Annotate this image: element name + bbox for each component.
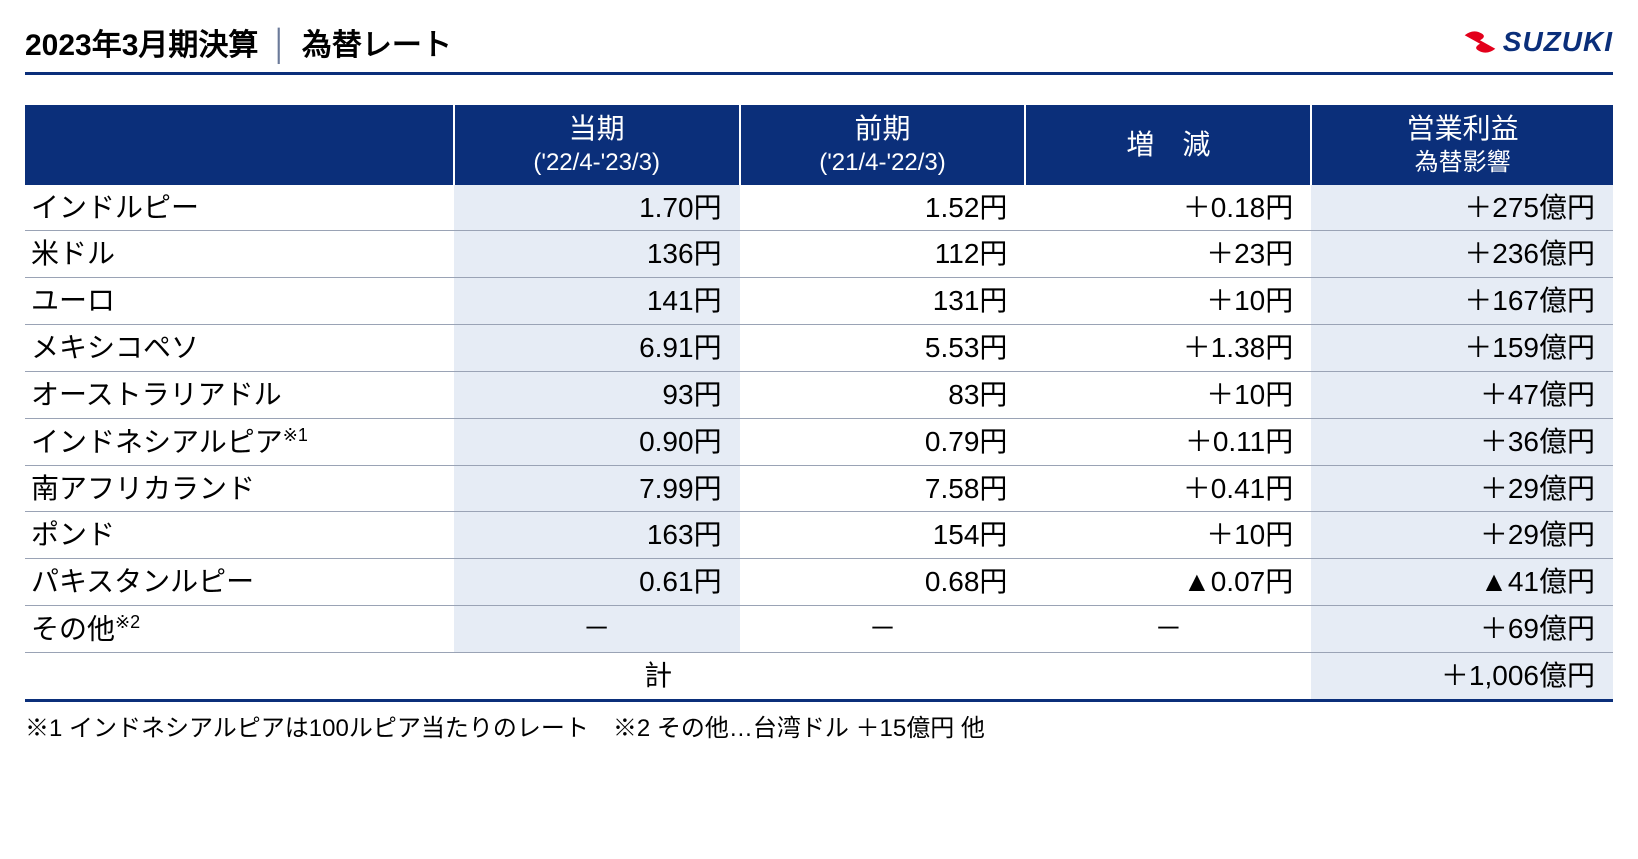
cell-currency-name: インドルピー <box>25 185 454 231</box>
table-row: パキスタンルピー0.61円0.68円▲0.07円▲41億円 <box>25 559 1613 606</box>
cell-value: ＋0.18円 <box>1025 185 1311 231</box>
cell-currency-name: ポンド <box>25 512 454 559</box>
cell-value: 0.68円 <box>740 559 1026 606</box>
footnote: ※1 インドネシアルピアは100ルピア当たりのレート ※2 その他…台湾ドル ＋… <box>25 708 1613 743</box>
cell-value: ＋29億円 <box>1311 512 1613 559</box>
cell-value: 136円 <box>454 231 740 278</box>
brand-logo: SUZUKI <box>1463 26 1613 58</box>
cell-value: 0.90円 <box>454 418 740 465</box>
cell-value: ＋23円 <box>1025 231 1311 278</box>
table-row: インドネシアルピア※10.90円0.79円＋0.11円＋36億円 <box>25 418 1613 465</box>
cell-currency-name: メキシコペソ <box>25 324 454 371</box>
table-row: 米ドル136円112円＋23円＋236億円 <box>25 231 1613 278</box>
col-header-diff: 増 減 <box>1025 105 1311 185</box>
cell-total-label: 計 <box>25 653 1311 701</box>
col-header-previous: 前期 ('21/4-'22/3) <box>740 105 1026 185</box>
col-header-previous-main: 前期 <box>854 113 910 144</box>
cell-value: － <box>454 606 740 653</box>
cell-currency-name: ユーロ <box>25 278 454 325</box>
cell-value: 154円 <box>740 512 1026 559</box>
cell-value: ＋29億円 <box>1311 465 1613 512</box>
cell-total-impact: ＋1,006億円 <box>1311 653 1613 701</box>
cell-value: 5.53円 <box>740 324 1026 371</box>
cell-value: 7.58円 <box>740 465 1026 512</box>
cell-currency-name: 米ドル <box>25 231 454 278</box>
table-row: ポンド163円154円＋10円＋29億円 <box>25 512 1613 559</box>
cell-value: ＋0.11円 <box>1025 418 1311 465</box>
cell-value: 163円 <box>454 512 740 559</box>
cell-value: 0.61円 <box>454 559 740 606</box>
cell-value: 131円 <box>740 278 1026 325</box>
cell-value: － <box>740 606 1026 653</box>
table-total-row: 計＋1,006億円 <box>25 653 1613 701</box>
table-row: 南アフリカランド7.99円7.58円＋0.41円＋29億円 <box>25 465 1613 512</box>
col-header-impact-l1: 営業利益 <box>1407 113 1519 144</box>
cell-value: ＋10円 <box>1025 278 1311 325</box>
cell-value: ＋69億円 <box>1311 606 1613 653</box>
cell-value: ＋0.41円 <box>1025 465 1311 512</box>
cell-currency-name: 南アフリカランド <box>25 465 454 512</box>
col-header-diff-label: 増 減 <box>1126 129 1210 160</box>
cell-currency-name: その他※2 <box>25 606 454 653</box>
cell-value: ▲0.07円 <box>1025 559 1311 606</box>
cell-value: ＋167億円 <box>1311 278 1613 325</box>
cell-value: ＋275億円 <box>1311 185 1613 231</box>
title-separator: │ <box>271 29 290 62</box>
cell-value: ＋1.38円 <box>1025 324 1311 371</box>
col-header-current-sub: ('22/4-'23/3) <box>465 147 729 178</box>
cell-value: ▲41億円 <box>1311 559 1613 606</box>
brand-name: SUZUKI <box>1503 26 1613 58</box>
col-header-impact-l2: 為替影響 <box>1322 147 1603 178</box>
title-left: 2023年3月期決算 <box>25 29 258 62</box>
cell-currency-name: パキスタンルピー <box>25 559 454 606</box>
cell-value: 0.79円 <box>740 418 1026 465</box>
page-header: 2023年3月期決算 │ 為替レート SUZUKI <box>25 20 1613 75</box>
title-right: 為替レート <box>302 29 452 62</box>
cell-value: 83円 <box>740 371 1026 418</box>
cell-currency-name: オーストラリアドル <box>25 371 454 418</box>
cell-value: ＋159億円 <box>1311 324 1613 371</box>
table-row: インドルピー1.70円1.52円＋0.18円＋275億円 <box>25 185 1613 231</box>
col-header-current: 当期 ('22/4-'23/3) <box>454 105 740 185</box>
table-row: その他※2－－－＋69億円 <box>25 606 1613 653</box>
cell-value: ＋10円 <box>1025 512 1311 559</box>
cell-value: 6.91円 <box>454 324 740 371</box>
cell-value: 1.52円 <box>740 185 1026 231</box>
cell-value: ＋47億円 <box>1311 371 1613 418</box>
col-header-impact: 営業利益 為替影響 <box>1311 105 1613 185</box>
cell-value: － <box>1025 606 1311 653</box>
col-header-name <box>25 105 454 185</box>
cell-value: 141円 <box>454 278 740 325</box>
cell-value: 1.70円 <box>454 185 740 231</box>
table-row: オーストラリアドル93円83円＋10円＋47億円 <box>25 371 1613 418</box>
cell-value: 112円 <box>740 231 1026 278</box>
col-header-previous-sub: ('21/4-'22/3) <box>751 147 1015 178</box>
table-row: ユーロ141円131円＋10円＋167億円 <box>25 278 1613 325</box>
cell-value: ＋10円 <box>1025 371 1311 418</box>
suzuki-s-icon <box>1463 28 1497 56</box>
table-header-row: 当期 ('22/4-'23/3) 前期 ('21/4-'22/3) 増 減 営業… <box>25 105 1613 185</box>
col-header-current-main: 当期 <box>569 113 625 144</box>
table-body: インドルピー1.70円1.52円＋0.18円＋275億円米ドル136円112円＋… <box>25 185 1613 701</box>
cell-value: ＋36億円 <box>1311 418 1613 465</box>
table-row: メキシコペソ6.91円5.53円＋1.38円＋159億円 <box>25 324 1613 371</box>
cell-currency-name: インドネシアルピア※1 <box>25 418 454 465</box>
cell-value: 93円 <box>454 371 740 418</box>
cell-value: ＋236億円 <box>1311 231 1613 278</box>
page-title: 2023年3月期決算 │ 為替レート <box>25 20 452 64</box>
cell-value: 7.99円 <box>454 465 740 512</box>
fx-rate-table: 当期 ('22/4-'23/3) 前期 ('21/4-'22/3) 増 減 営業… <box>25 105 1613 702</box>
